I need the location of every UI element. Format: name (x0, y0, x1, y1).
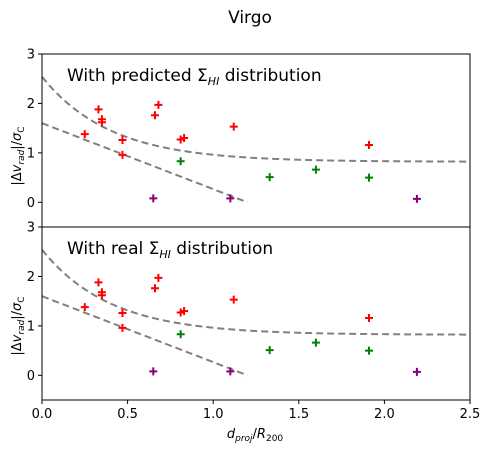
top-point-s0-3 (97, 118, 106, 127)
bottom-point-s1-3 (364, 346, 373, 355)
bottom-point-s2-2 (412, 367, 421, 376)
top-ylabel: |Δvrad|/σC (10, 126, 27, 185)
bottom-point-s0-6 (150, 284, 159, 293)
bottom-ytick-label-3: 3 (27, 221, 35, 236)
top-point-s0-10 (229, 122, 238, 131)
top-point-s1-3 (364, 173, 373, 182)
bottom-ytick-label-0: 0 (27, 369, 35, 384)
bottom-xtick-label-1: 0.5 (117, 407, 138, 422)
top-ytick-label-1: 1 (27, 146, 35, 161)
bottom-point-s2-1 (226, 367, 235, 376)
top-point-s0-0 (80, 130, 89, 139)
bottom-annotation: With real ΣHI distribution (67, 239, 273, 261)
bottom-ytick-label-1: 1 (27, 319, 35, 334)
bottom-xtick-label-3: 1.5 (288, 407, 309, 422)
bottom-point-s0-7 (154, 273, 163, 282)
bottom-frame (41, 226, 471, 401)
top-curve-0 (42, 76, 470, 163)
bottom-point-s0-1 (94, 278, 103, 287)
top-point-s0-9 (180, 134, 189, 143)
bottom-point-s0-5 (118, 323, 127, 332)
top-point-s2-0 (149, 194, 158, 203)
top-point-s1-1 (265, 173, 274, 182)
bottom-xtick-label-2: 1.0 (203, 407, 224, 422)
bottom-xtick-label-5: 2.5 (460, 407, 481, 422)
bottom-point-s0-9 (180, 307, 189, 316)
top-point-s0-7 (154, 100, 163, 109)
top-point-s0-11 (364, 140, 373, 149)
bottom-point-s1-1 (265, 346, 274, 355)
top-ytick-label-0: 0 (27, 196, 35, 211)
bottom-point-s0-4 (118, 309, 127, 318)
top-curves (42, 76, 470, 204)
top-point-s0-4 (118, 136, 127, 145)
top-curve-1 (42, 122, 248, 204)
bottom-ytick-label-2: 2 (27, 270, 35, 285)
top-panel: 0 1 2 3 With predicted ΣHI distribution (27, 48, 471, 228)
top-point-s2-2 (412, 194, 421, 203)
bottom-xtick-label-0: 0.0 (32, 407, 53, 422)
bottom-point-s1-2 (311, 338, 320, 347)
bottom-point-s0-10 (229, 295, 238, 304)
top-ytick-label-3: 3 (27, 48, 35, 63)
bottom-curve-1 (42, 295, 248, 377)
top-point-s0-6 (150, 111, 159, 120)
bottom-curve-0 (42, 249, 470, 336)
bottom-point-s0-3 (97, 291, 106, 300)
bottom-point-s0-11 (364, 313, 373, 322)
bottom-curves (42, 249, 470, 377)
top-annotation: With predicted ΣHI distribution (67, 66, 322, 88)
bottom-xtick-label-4: 2.0 (374, 407, 395, 422)
bottom-panel: 0 1 2 3 0.0 0.5 1.0 1.5 2.0 2.5 With real ΣHI dist… (27, 221, 481, 423)
bottom-ylabel: |Δvrad|/σC (10, 296, 27, 355)
bottom-point-s1-0 (176, 330, 185, 339)
top-ytick-label-2: 2 (27, 97, 35, 112)
top-point-s0-1 (94, 105, 103, 114)
bottom-point-s2-0 (149, 367, 158, 376)
xlabel: dproj/R200 (227, 427, 284, 444)
figure-title: Virgo (228, 8, 272, 28)
top-point-s1-0 (176, 157, 185, 166)
bottom-point-s0-0 (80, 303, 89, 312)
top-point-s1-2 (311, 165, 320, 174)
top-point-s2-1 (226, 194, 235, 203)
top-point-s0-5 (118, 150, 127, 159)
